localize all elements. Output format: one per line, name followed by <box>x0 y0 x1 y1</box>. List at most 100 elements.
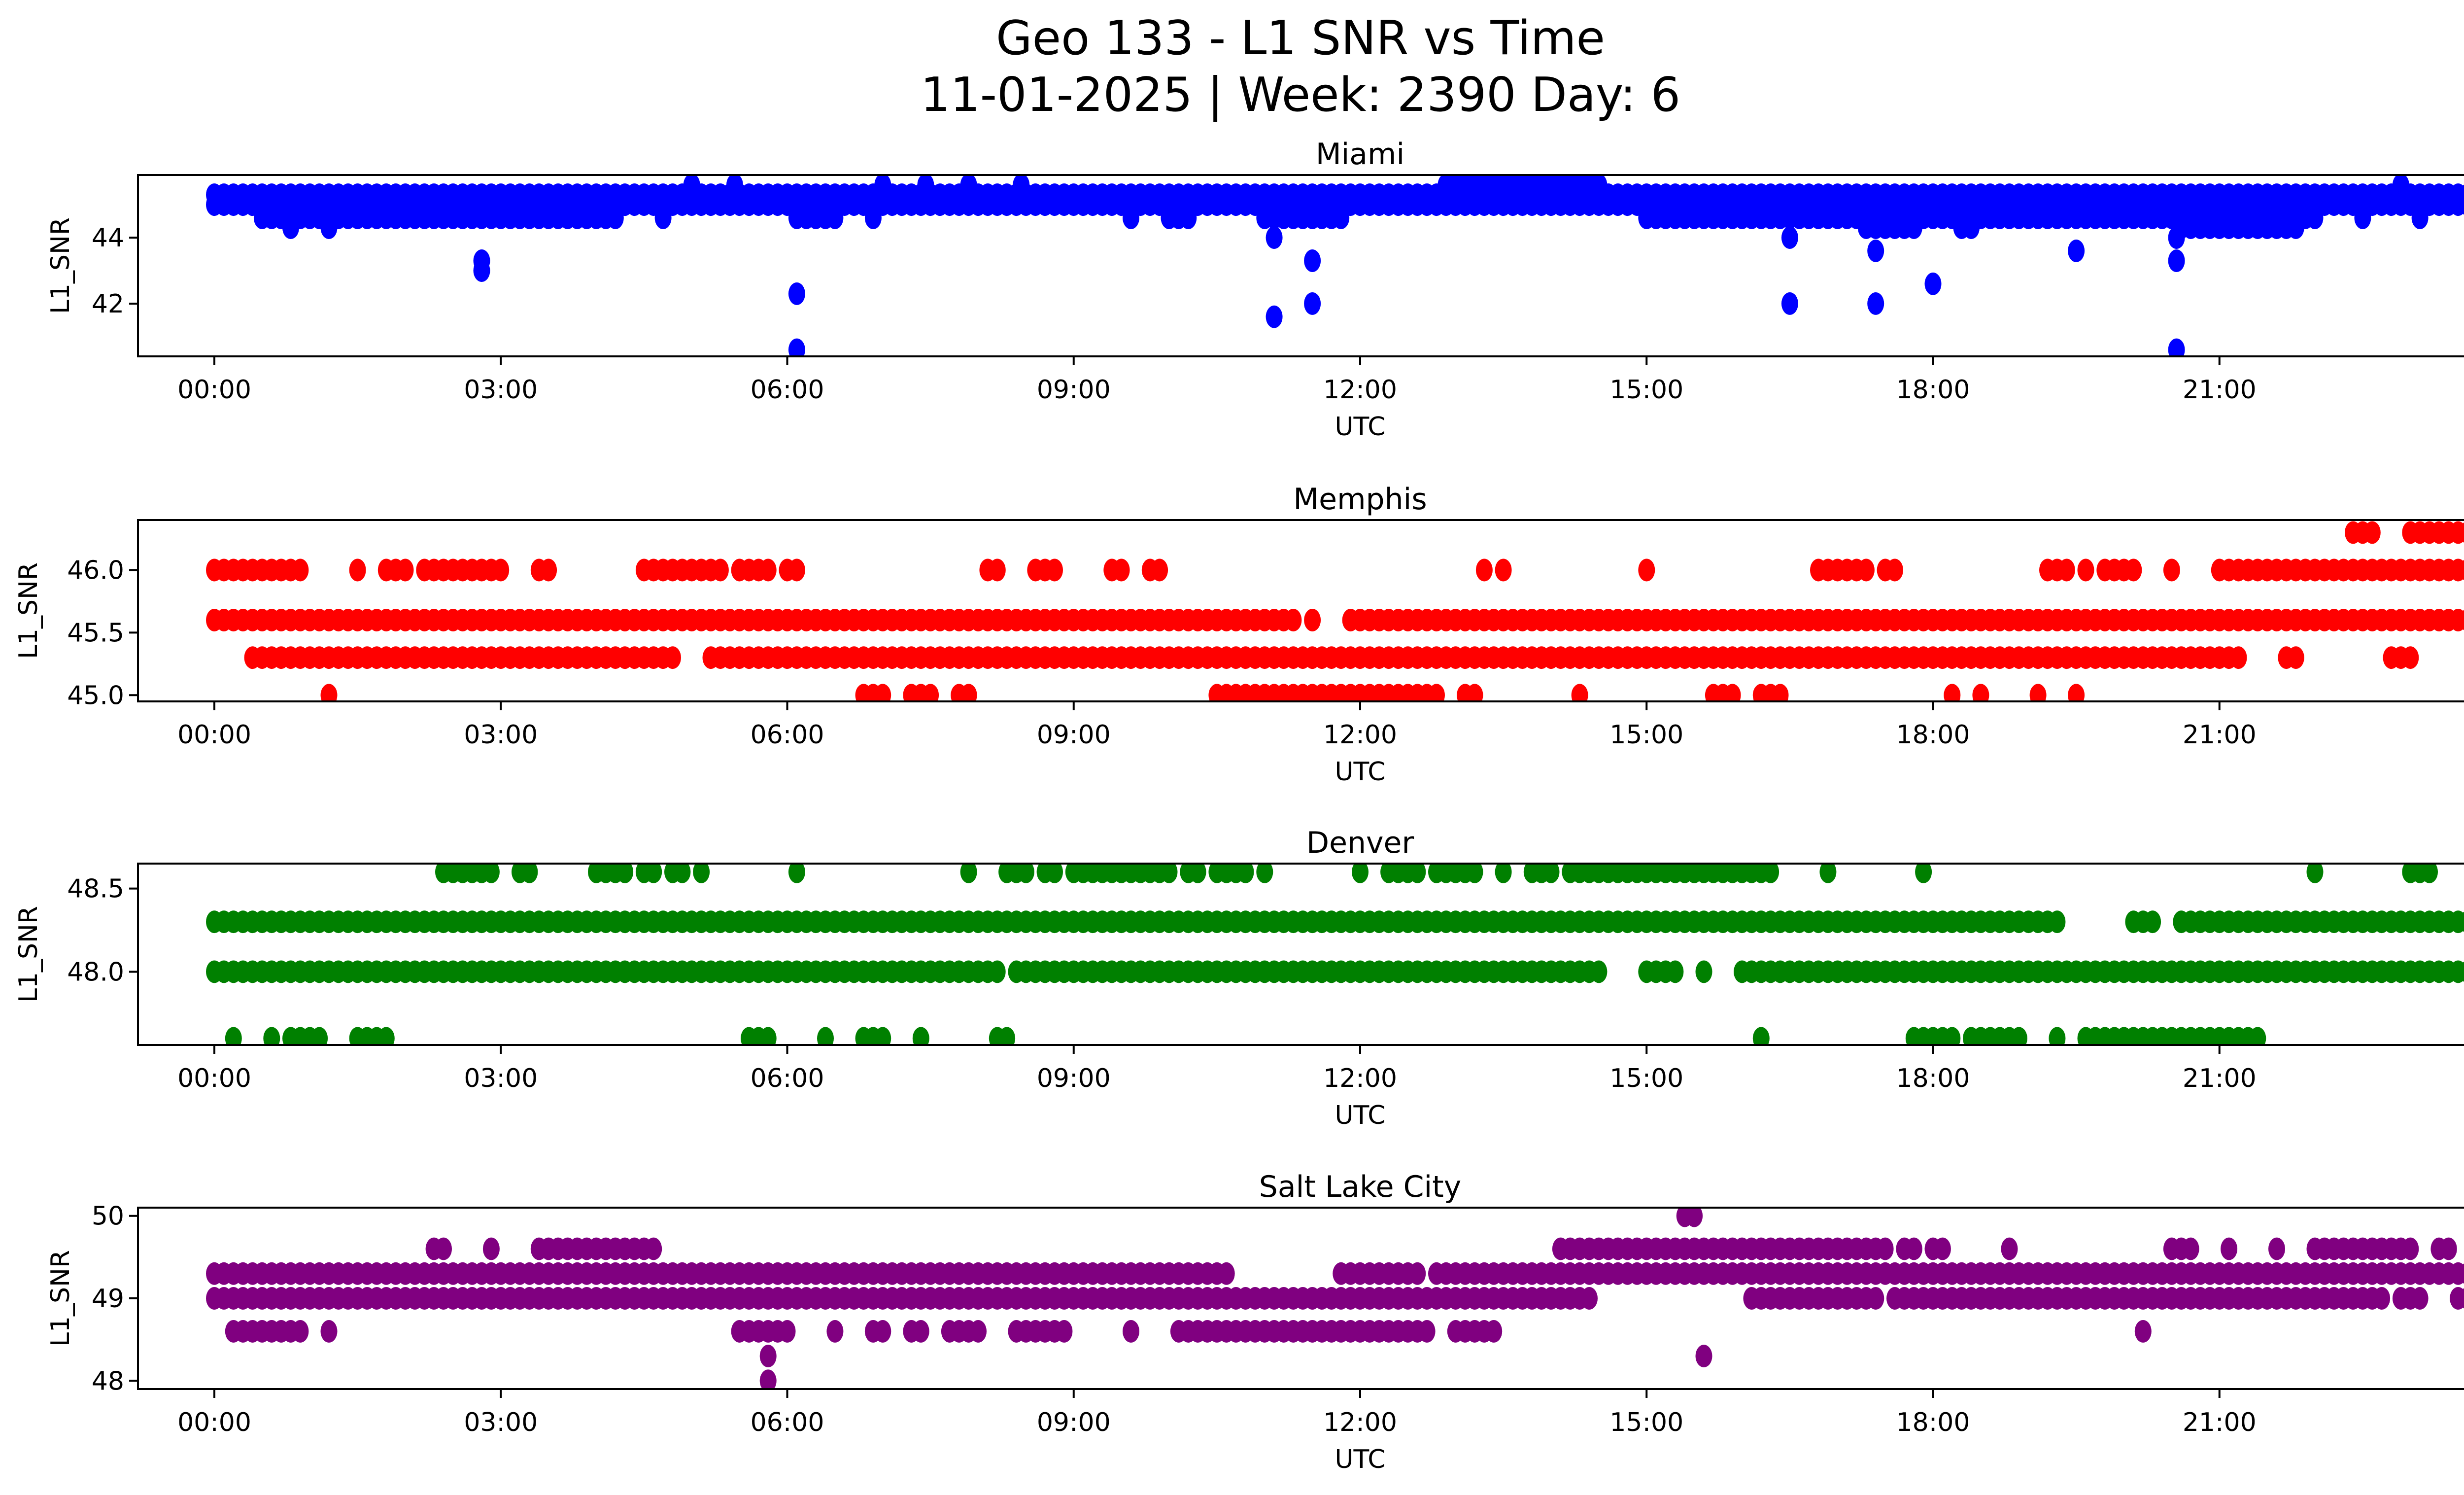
data-point <box>282 216 299 240</box>
data-point <box>826 1320 844 1343</box>
data-point <box>2402 646 2419 669</box>
data-point <box>2049 910 2066 934</box>
y-tick-label: 50 <box>92 1202 124 1231</box>
data-point <box>960 864 977 883</box>
data-point-outlier <box>2168 249 2185 272</box>
x-tick-label: 21:00 <box>2183 1408 2257 1437</box>
data-point <box>2306 864 2324 883</box>
data-point <box>874 684 891 701</box>
x-tick-label: 09:00 <box>1037 375 1111 405</box>
chart-title-line1: Geo 133 - L1 SNR vs Time <box>996 11 1605 66</box>
data-points <box>206 864 2464 1045</box>
data-point <box>1944 1027 1961 1045</box>
x-tick-label: 21:00 <box>2183 720 2257 750</box>
data-point <box>759 558 777 582</box>
data-point <box>1695 960 1712 983</box>
panels: Miami 44 42 00:00 03:00 06:00 09:00 12:00 15:00 1… <box>14 137 2464 1474</box>
data-point <box>2459 522 2464 543</box>
x-tick-label: 09:00 <box>1037 1408 1111 1437</box>
data-point-outlier <box>1695 1345 1712 1368</box>
data-point <box>1905 216 1922 240</box>
x-tick-label: 00:00 <box>177 1064 251 1093</box>
y-tick-label: 46.0 <box>67 556 124 586</box>
data-point <box>482 1237 500 1260</box>
data-point-outlier <box>1924 272 1942 295</box>
data-point-outlier <box>1304 249 1321 272</box>
data-point-outlier <box>788 282 805 305</box>
data-point <box>1495 558 1512 582</box>
x-tick-label: 00:00 <box>177 720 251 750</box>
data-point-outlier <box>2134 1320 2152 1343</box>
data-point <box>826 207 844 229</box>
x-tick-label: 15:00 <box>1609 1408 1683 1437</box>
data-point <box>2459 610 2464 630</box>
data-point <box>989 960 1006 983</box>
x-tick-label: 12:00 <box>1323 720 1397 750</box>
data-point-outlier <box>1266 305 1283 328</box>
data-point <box>2163 558 2180 582</box>
data-point <box>2125 558 2142 582</box>
data-point <box>1189 864 1206 883</box>
data-point <box>607 207 624 229</box>
data-point <box>1762 864 1780 883</box>
data-point <box>2354 207 2371 229</box>
data-point <box>2182 1237 2199 1260</box>
data-point <box>1218 1262 1235 1285</box>
data-point <box>2221 1237 2238 1260</box>
data-point <box>2459 1288 2464 1309</box>
panel-miami: Miami 44 42 00:00 03:00 06:00 09:00 12:00 15:00 1… <box>46 137 2464 442</box>
axes-frame <box>137 863 2464 1046</box>
data-point <box>1963 216 1980 240</box>
data-point <box>1180 207 1197 229</box>
chart-title-line2: 11-01-2025 | Week: 2390 Day: 6 <box>921 68 1680 122</box>
data-point <box>2268 1237 2285 1260</box>
y-tick-label: 45.0 <box>67 681 124 710</box>
data-point <box>912 1320 929 1343</box>
data-point <box>1485 1320 1503 1343</box>
data-point <box>320 216 338 240</box>
data-points <box>206 1208 2464 1389</box>
data-point <box>1724 684 1741 701</box>
data-point <box>1046 864 1063 883</box>
data-point <box>1123 1320 1139 1343</box>
data-point <box>1352 864 1369 883</box>
data-point <box>1123 207 1139 229</box>
data-point <box>2459 559 2464 581</box>
y-axis-label: L1_SNR <box>14 906 43 1003</box>
panel-salt-lake-city: Salt Lake City 50 49 48 00:00 03:00 06:00 09:00… <box>46 1170 2464 1474</box>
data-point <box>2058 558 2075 582</box>
data-point <box>1857 558 1875 582</box>
y-tick-label: 48.0 <box>67 957 124 987</box>
data-point <box>1161 864 1178 883</box>
x-axis-label: UTC <box>1335 412 1385 442</box>
data-point-outlier <box>1266 226 1283 249</box>
data-point <box>1772 684 1789 701</box>
data-point <box>263 1027 280 1045</box>
x-tick-label: 18:00 <box>1896 1064 1970 1093</box>
data-point <box>1113 558 1130 582</box>
panel-title: Memphis <box>1293 482 1427 517</box>
data-point <box>874 1027 891 1045</box>
data-point <box>2459 1263 2464 1284</box>
y-tick-label: 44 <box>92 223 124 253</box>
x-axis-label: UTC <box>1335 1445 1385 1474</box>
data-point <box>1237 864 1254 883</box>
x-tick-label: 21:00 <box>2183 1064 2257 1093</box>
data-point <box>2411 207 2429 229</box>
data-point <box>970 1320 987 1343</box>
data-point <box>482 864 500 883</box>
panel-title: Salt Lake City <box>1259 1170 1462 1204</box>
data-point-outlier <box>2168 226 2185 249</box>
data-point <box>2373 1287 2391 1310</box>
x-axis-label: UTC <box>1335 1101 1385 1130</box>
data-points <box>206 521 2464 701</box>
data-point <box>435 1237 452 1260</box>
data-point <box>654 207 672 229</box>
data-point <box>1819 864 1837 883</box>
data-point <box>1972 684 1989 701</box>
data-point <box>320 1320 338 1343</box>
data-point <box>874 1320 891 1343</box>
data-point-outlier <box>759 1345 777 1368</box>
data-point <box>1590 960 1608 983</box>
y-axis-label: L1_SNR <box>14 562 43 659</box>
